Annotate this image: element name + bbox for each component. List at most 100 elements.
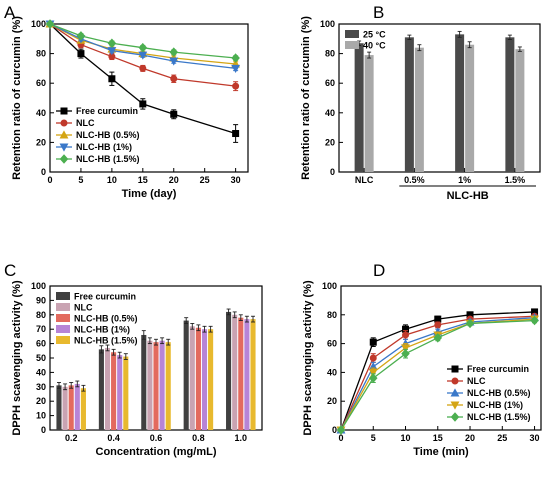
bar xyxy=(364,55,374,172)
legend-label: Free curcumin xyxy=(74,292,136,302)
x-tick-label: 15 xyxy=(433,433,443,443)
y-tick-label: 20 xyxy=(325,137,335,147)
bar xyxy=(74,383,80,430)
series-line xyxy=(49,23,236,70)
data-point xyxy=(402,331,410,339)
legend-marker xyxy=(59,143,69,152)
bar xyxy=(244,319,250,430)
legend-label: NLC xyxy=(76,118,95,128)
x-tick-label: 0.6 xyxy=(150,433,163,443)
bar xyxy=(98,349,104,430)
data-point xyxy=(433,333,443,343)
legend-marker xyxy=(450,401,460,410)
panel-letter: B xyxy=(373,3,384,22)
data-point xyxy=(169,57,179,66)
x-tick-label: 15 xyxy=(138,175,148,185)
legend-marker xyxy=(60,107,68,115)
y-axis-title: DPPH scavenging activity (%) xyxy=(11,280,23,436)
legend-label: NLC-HB (1%) xyxy=(467,400,523,410)
bar xyxy=(123,356,129,430)
series-4 xyxy=(336,315,539,435)
y-tick-label: 50 xyxy=(36,353,46,363)
bar xyxy=(232,314,238,430)
y-tick-label: 60 xyxy=(327,339,337,349)
plot-frame xyxy=(49,23,249,173)
bar xyxy=(56,385,62,430)
bar xyxy=(165,342,171,430)
bar xyxy=(153,342,159,430)
legend-label: NLC xyxy=(467,376,486,386)
series-line xyxy=(340,315,535,431)
x-tick-label: 1.5% xyxy=(505,175,526,185)
series-4 xyxy=(45,19,240,63)
y-tick-label: 80 xyxy=(327,310,337,320)
data-point xyxy=(434,321,442,329)
legend-swatch xyxy=(56,314,70,322)
x-axis-title: Time (day) xyxy=(122,188,177,200)
data-point xyxy=(170,75,178,83)
y-tick-label: 60 xyxy=(36,339,46,349)
y-tick-label: 40 xyxy=(325,108,335,118)
legend-label: NLC-HB (0.5%) xyxy=(467,388,531,398)
legend-swatch xyxy=(345,30,359,38)
x-tick-label: 0 xyxy=(338,433,343,443)
legend-marker xyxy=(450,412,460,422)
panel-letter: C xyxy=(4,261,16,280)
legend: Free curcumin NLC NLC-HB (0.5%) NLC-HB (1%)… xyxy=(447,364,531,422)
data-point xyxy=(368,373,378,383)
y-tick-label: 60 xyxy=(36,78,46,88)
chart-panel-b: B 0 20 40 60 80 100 Retention ratio of curcumin… xyxy=(300,3,541,202)
legend-label: NLC-HB (1.5%) xyxy=(74,336,138,346)
data-point xyxy=(45,19,55,29)
y-tick-label: 20 xyxy=(36,396,46,406)
data-point xyxy=(138,42,148,53)
series-line xyxy=(340,317,535,431)
y-tick-label: 90 xyxy=(36,295,46,305)
y-tick-label: 20 xyxy=(327,396,337,406)
bar xyxy=(195,327,201,430)
x-tick-label: 25 xyxy=(497,433,507,443)
data-point xyxy=(139,100,147,108)
series-line xyxy=(49,23,236,59)
y-tick-label: 40 xyxy=(327,367,337,377)
data-point xyxy=(231,53,240,63)
legend-label: NLC-HB (1%) xyxy=(76,142,132,152)
bar xyxy=(354,43,364,172)
y-tick-label: 100 xyxy=(320,19,335,29)
legend-label: NLC-HB (1.5%) xyxy=(467,412,531,422)
bar xyxy=(189,326,195,430)
y-tick-label: 80 xyxy=(325,49,335,59)
bar xyxy=(183,320,189,430)
data-point xyxy=(139,64,147,72)
data-point xyxy=(465,318,475,329)
plot-frame xyxy=(340,285,542,431)
x-tick-label: 20 xyxy=(169,175,179,185)
legend-marker xyxy=(451,377,459,385)
legend-marker xyxy=(450,388,460,397)
y-tick-label: 100 xyxy=(31,19,46,29)
legend-swatch xyxy=(56,303,70,311)
data-point xyxy=(170,110,178,118)
data-point xyxy=(530,315,539,326)
x-tick-label: 0.2 xyxy=(65,433,78,443)
legend-swatch xyxy=(56,325,70,333)
panel-letter: D xyxy=(373,261,385,280)
x-tick-label: 0.8 xyxy=(192,433,205,443)
data-point xyxy=(76,31,86,41)
chart-panel-c: C 0 10 20 30 40 50 60 70 80 90 100 DPPH scavenging a… xyxy=(4,261,263,458)
bar xyxy=(250,319,256,430)
bar xyxy=(226,311,232,430)
series-line xyxy=(49,23,236,87)
panel-letter: A xyxy=(4,3,16,22)
data-point xyxy=(336,425,346,435)
y-tick-label: 30 xyxy=(36,382,46,392)
legend-marker xyxy=(59,130,69,139)
x-tick-label: 10 xyxy=(107,175,117,185)
legend-label: 25 °C xyxy=(363,30,386,40)
x-tick-label: 30 xyxy=(231,175,241,185)
x-tick-label: 0.4 xyxy=(107,433,120,443)
y-tick-label: 100 xyxy=(322,281,337,291)
y-tick-label: 40 xyxy=(36,367,46,377)
x-tick-label: 1% xyxy=(458,175,471,185)
bar xyxy=(404,37,414,172)
